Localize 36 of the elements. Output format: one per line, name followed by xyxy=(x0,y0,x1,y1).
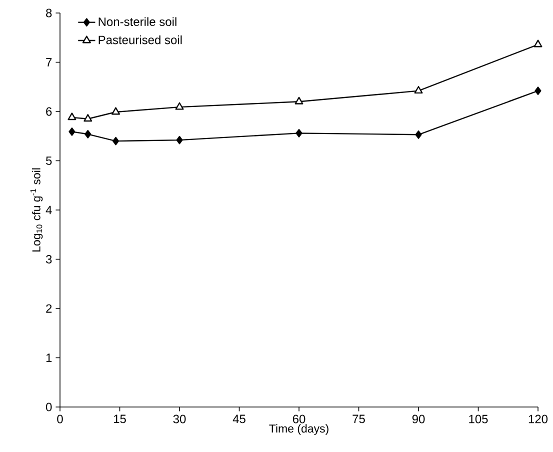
point xyxy=(68,112,76,120)
x-tick-label: 30 xyxy=(173,414,186,424)
point xyxy=(175,102,184,110)
x-tick-label: 60 xyxy=(292,414,306,424)
x-axis-title: Time (days) xyxy=(269,424,328,435)
x-tick-label: 120 xyxy=(528,414,548,424)
y-tick-label: 4 xyxy=(46,206,52,214)
point xyxy=(112,136,120,146)
x-tick-label: 105 xyxy=(469,414,488,424)
point xyxy=(112,107,120,115)
x-tick-label: 90 xyxy=(412,414,425,424)
point xyxy=(296,128,302,138)
point xyxy=(415,130,422,139)
point xyxy=(84,130,92,138)
x-tick-label: 0 xyxy=(57,414,63,424)
y-tick-label: 2 xyxy=(46,304,52,313)
y-tick-label: 5 xyxy=(46,156,52,165)
point xyxy=(534,86,542,96)
legend-label: Pasteurised soil xyxy=(98,35,182,44)
point xyxy=(84,114,92,122)
y-axis-title: Log$_{10}$ cfu g$^{-1}$ soil xyxy=(30,168,43,252)
point xyxy=(414,86,423,94)
y-tick-label: 8 xyxy=(46,8,52,18)
x-tick-label: 15 xyxy=(114,414,126,424)
point xyxy=(534,40,542,48)
point xyxy=(68,127,76,136)
point xyxy=(294,96,304,104)
x-tick-label: 75 xyxy=(352,414,365,424)
x-tick-label: 45 xyxy=(232,414,246,424)
legend-label: Non-sterile soil xyxy=(98,17,176,26)
y-tick-label: 6 xyxy=(46,107,52,116)
y-tick-label: 1 xyxy=(46,354,52,362)
y-tick-label: 0 xyxy=(46,402,52,412)
point xyxy=(176,136,183,144)
y-tick-label: 3 xyxy=(46,255,52,264)
y-tick-label: 7 xyxy=(46,58,52,66)
